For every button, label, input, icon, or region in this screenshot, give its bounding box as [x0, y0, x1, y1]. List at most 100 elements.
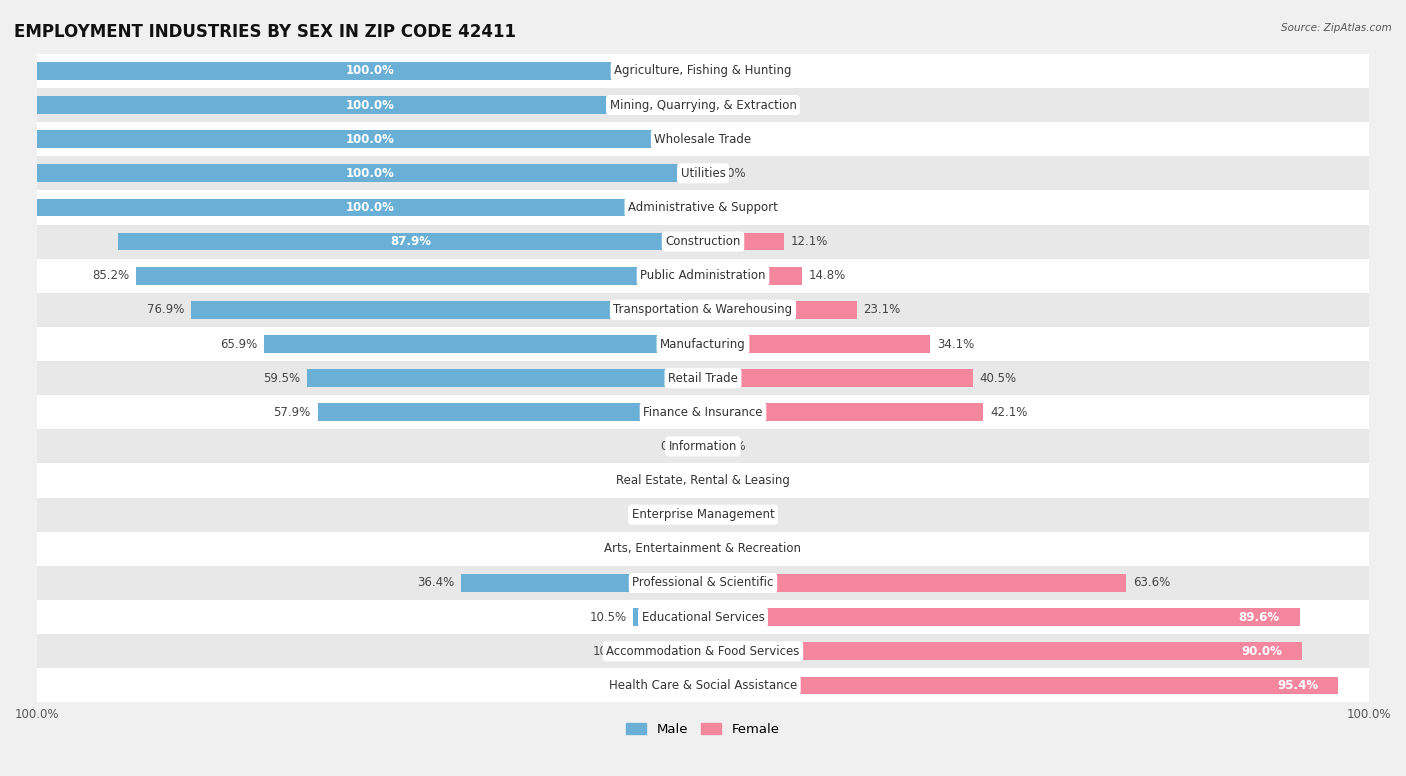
Bar [37, 395, 1369, 429]
Text: 89.6%: 89.6% [1239, 611, 1279, 624]
Text: 100.0%: 100.0% [346, 64, 395, 78]
Text: Finance & Insurance: Finance & Insurance [644, 406, 762, 419]
Text: 0.0%: 0.0% [716, 542, 747, 556]
Text: 0.0%: 0.0% [716, 474, 747, 487]
Bar [37, 668, 1369, 702]
Text: 0.0%: 0.0% [716, 201, 747, 214]
Bar [37, 429, 1369, 463]
Text: 100.0%: 100.0% [346, 201, 395, 214]
Text: Wholesale Trade: Wholesale Trade [654, 133, 752, 146]
Text: Source: ZipAtlas.com: Source: ZipAtlas.com [1281, 23, 1392, 33]
Bar [136, 267, 703, 285]
Bar [37, 96, 703, 114]
Bar [37, 258, 1369, 293]
Bar [37, 600, 1369, 634]
Text: 10.0%: 10.0% [593, 645, 630, 658]
Text: 10.5%: 10.5% [589, 611, 627, 624]
Bar [37, 88, 1369, 122]
Bar [633, 608, 703, 626]
Text: Transportation & Warehousing: Transportation & Warehousing [613, 303, 793, 317]
Text: Accommodation & Food Services: Accommodation & Food Services [606, 645, 800, 658]
Legend: Male, Female: Male, Female [621, 717, 785, 741]
Bar [703, 608, 1299, 626]
Text: Manufacturing: Manufacturing [661, 338, 745, 351]
Bar [37, 54, 1369, 88]
Bar [37, 327, 1369, 361]
Text: 42.1%: 42.1% [990, 406, 1028, 419]
Text: Public Administration: Public Administration [640, 269, 766, 282]
Bar [37, 122, 1369, 156]
Text: 0.0%: 0.0% [716, 440, 747, 453]
Bar [307, 369, 703, 387]
Bar [37, 566, 1369, 600]
Bar [703, 643, 1302, 660]
Text: 4.6%: 4.6% [636, 679, 665, 692]
Text: 87.9%: 87.9% [389, 235, 430, 248]
Text: 95.4%: 95.4% [1277, 679, 1319, 692]
Text: Arts, Entertainment & Recreation: Arts, Entertainment & Recreation [605, 542, 801, 556]
Text: 57.9%: 57.9% [274, 406, 311, 419]
Bar [37, 156, 1369, 190]
Text: 40.5%: 40.5% [980, 372, 1017, 385]
Bar [37, 190, 1369, 224]
Bar [37, 293, 1369, 327]
Bar [318, 404, 703, 421]
Bar [118, 233, 703, 251]
Text: Enterprise Management: Enterprise Management [631, 508, 775, 521]
Text: 59.5%: 59.5% [263, 372, 301, 385]
Bar [703, 369, 973, 387]
Text: 0.0%: 0.0% [659, 508, 690, 521]
Text: 12.1%: 12.1% [790, 235, 828, 248]
Bar [703, 574, 1126, 592]
Text: Health Care & Social Assistance: Health Care & Social Assistance [609, 679, 797, 692]
Text: 0.0%: 0.0% [716, 167, 747, 180]
Bar [637, 643, 703, 660]
Text: 65.9%: 65.9% [221, 338, 257, 351]
Text: Utilities: Utilities [681, 167, 725, 180]
Text: EMPLOYMENT INDUSTRIES BY SEX IN ZIP CODE 42411: EMPLOYMENT INDUSTRIES BY SEX IN ZIP CODE… [14, 23, 516, 41]
Text: 63.6%: 63.6% [1133, 577, 1170, 590]
Text: 0.0%: 0.0% [659, 542, 690, 556]
Text: 0.0%: 0.0% [659, 474, 690, 487]
Text: 0.0%: 0.0% [659, 440, 690, 453]
Text: 0.0%: 0.0% [716, 99, 747, 112]
Bar [461, 574, 703, 592]
Bar [37, 497, 1369, 532]
Text: 76.9%: 76.9% [148, 303, 184, 317]
Text: Real Estate, Rental & Leasing: Real Estate, Rental & Leasing [616, 474, 790, 487]
Text: 100.0%: 100.0% [346, 167, 395, 180]
Bar [37, 634, 1369, 668]
Text: Professional & Scientific: Professional & Scientific [633, 577, 773, 590]
Bar [703, 404, 983, 421]
Text: 100.0%: 100.0% [346, 99, 395, 112]
Text: 36.4%: 36.4% [416, 577, 454, 590]
Text: 34.1%: 34.1% [936, 338, 974, 351]
Text: Administrative & Support: Administrative & Support [628, 201, 778, 214]
Bar [37, 463, 1369, 497]
Bar [703, 267, 801, 285]
Text: 23.1%: 23.1% [863, 303, 901, 317]
Text: 100.0%: 100.0% [346, 133, 395, 146]
Text: 0.0%: 0.0% [716, 133, 747, 146]
Text: 0.0%: 0.0% [716, 64, 747, 78]
Text: Agriculture, Fishing & Hunting: Agriculture, Fishing & Hunting [614, 64, 792, 78]
Bar [191, 301, 703, 319]
Text: Mining, Quarrying, & Extraction: Mining, Quarrying, & Extraction [610, 99, 796, 112]
Bar [37, 199, 703, 217]
Bar [37, 62, 703, 80]
Bar [37, 532, 1369, 566]
Text: 14.8%: 14.8% [808, 269, 845, 282]
Bar [37, 165, 703, 182]
Bar [703, 301, 856, 319]
Bar [264, 335, 703, 353]
Text: 90.0%: 90.0% [1241, 645, 1282, 658]
Bar [37, 130, 703, 148]
Bar [37, 224, 1369, 258]
Bar [703, 677, 1339, 695]
Bar [672, 677, 703, 695]
Bar [703, 233, 783, 251]
Bar [37, 361, 1369, 395]
Text: Retail Trade: Retail Trade [668, 372, 738, 385]
Bar [703, 335, 929, 353]
Text: Construction: Construction [665, 235, 741, 248]
